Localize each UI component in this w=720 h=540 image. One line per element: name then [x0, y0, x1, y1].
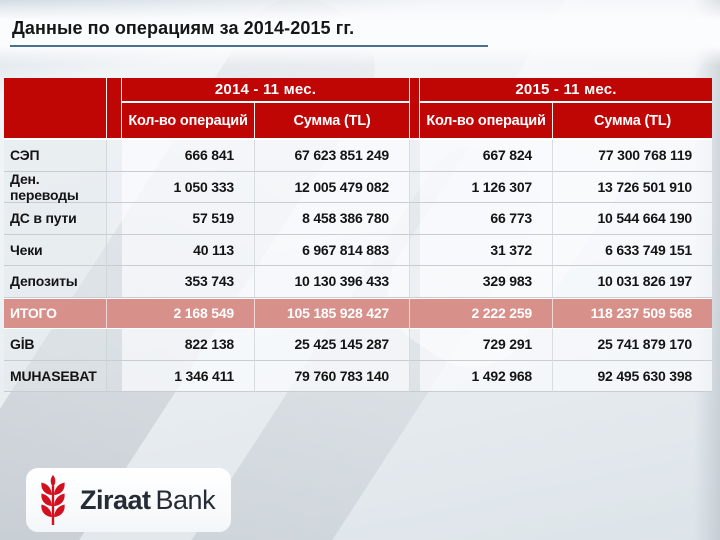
column-header-amount-2015: Сумма (TL): [553, 103, 712, 140]
cell-count-2015: 667 824: [420, 140, 553, 172]
column-header-count-2015: Кол-во операций: [420, 103, 553, 140]
year-header-2014: 2014 - 11 мес.: [122, 78, 410, 103]
cell-amount-2014: 67 623 851 249: [255, 140, 410, 172]
cell-amount-2015: 6 633 749 151: [553, 234, 712, 266]
row-label: СЭП: [4, 140, 107, 172]
row-spacer: [410, 297, 420, 329]
cell-amount-2015: 13 726 501 910: [553, 171, 712, 203]
cell-count-2015: 729 291: [420, 329, 553, 361]
row-label: Ден. переводы: [4, 171, 107, 203]
row-spacer: [107, 360, 122, 392]
title-underline: [10, 45, 488, 47]
cell-amount-2015: 10 544 664 190: [553, 203, 712, 235]
row-spacer: [410, 203, 420, 235]
column-header-count-2014: Кол-во операций: [122, 103, 255, 140]
row-spacer: [107, 171, 122, 203]
row-label: Депозиты: [4, 266, 107, 298]
row-spacer: [107, 297, 122, 329]
cell-amount-2014: 12 005 479 082: [255, 171, 410, 203]
cell-amount-2014: 79 760 783 140: [255, 360, 410, 392]
cell-amount-2014: 25 425 145 287: [255, 329, 410, 361]
row-spacer: [107, 203, 122, 235]
row-label: Чеки: [4, 234, 107, 266]
cell-count-2014: 2 168 549: [122, 297, 255, 329]
cell-count-2014: 40 113: [122, 234, 255, 266]
row-spacer: [410, 140, 420, 172]
page-title: Данные по операциям за 2014-2015 гг.: [12, 18, 355, 38]
cell-amount-2015: 10 031 826 197: [553, 266, 712, 298]
table-spacer: [410, 78, 420, 140]
cell-count-2015: 1 492 968: [420, 360, 553, 392]
row-spacer: [107, 329, 122, 361]
row-spacer: [410, 329, 420, 361]
row-spacer: [107, 234, 122, 266]
cell-count-2014: 666 841: [122, 140, 255, 172]
table-spacer: [107, 78, 122, 140]
brand-wordmark: Ziraat Bank: [80, 484, 216, 516]
table-corner: [4, 78, 107, 140]
ziraat-wheat-icon: [41, 475, 65, 525]
cell-count-2015: 66 773: [420, 203, 553, 235]
row-spacer: [410, 360, 420, 392]
operations-table: 2014 - 11 мес. 2015 - 11 мес. Кол-во опе…: [4, 78, 712, 392]
column-header-amount-2014: Сумма (TL): [255, 103, 410, 140]
cell-amount-2015: 118 237 509 568: [553, 297, 712, 329]
brand-name-bold: Ziraat: [80, 484, 151, 515]
cell-count-2015: 329 983: [420, 266, 553, 298]
ziraat-bank-logo: Ziraat Bank: [26, 468, 232, 532]
cell-count-2014: 1 050 333: [122, 171, 255, 203]
cell-count-2015: 2 222 259: [420, 297, 553, 329]
cell-count-2015: 31 372: [420, 234, 553, 266]
row-label: GİB: [4, 329, 107, 361]
cell-amount-2015: 92 495 630 398: [553, 360, 712, 392]
row-label: ИТОГО: [4, 297, 107, 329]
cell-count-2014: 57 519: [122, 203, 255, 235]
row-spacer: [410, 266, 420, 298]
cell-amount-2014: 8 458 386 780: [255, 203, 410, 235]
cell-amount-2015: 77 300 768 119: [553, 140, 712, 172]
brand-name-light: Bank: [155, 484, 216, 515]
cell-count-2015: 1 126 307: [420, 171, 553, 203]
cell-amount-2014: 105 185 928 427: [255, 297, 410, 329]
year-header-2015: 2015 - 11 мес.: [420, 78, 712, 103]
row-spacer: [107, 140, 122, 172]
row-spacer: [410, 234, 420, 266]
row-label: ДС в пути: [4, 203, 107, 235]
cell-amount-2015: 25 741 879 170: [553, 329, 712, 361]
row-label: MUHASEBAT: [4, 360, 107, 392]
title-band: [0, 0, 720, 66]
row-spacer: [107, 266, 122, 298]
cell-count-2014: 1 346 411: [122, 360, 255, 392]
cell-amount-2014: 6 967 814 883: [255, 234, 410, 266]
cell-amount-2014: 10 130 396 433: [255, 266, 410, 298]
cell-count-2014: 822 138: [122, 329, 255, 361]
cell-count-2014: 353 743: [122, 266, 255, 298]
row-spacer: [410, 171, 420, 203]
